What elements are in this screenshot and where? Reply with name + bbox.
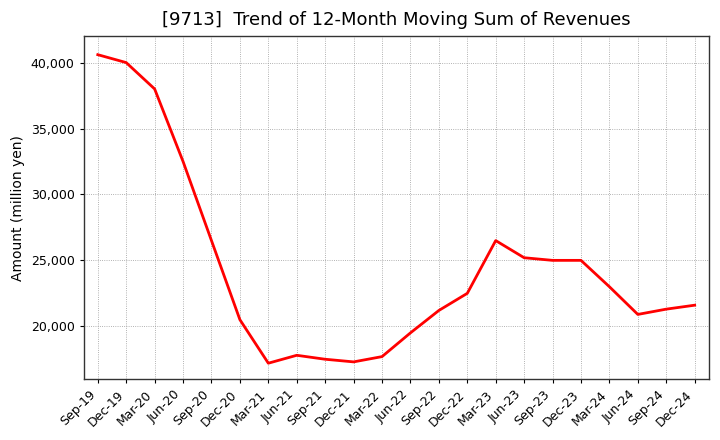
Title: [9713]  Trend of 12-Month Moving Sum of Revenues: [9713] Trend of 12-Month Moving Sum of R…: [162, 11, 631, 29]
Y-axis label: Amount (million yen): Amount (million yen): [11, 135, 25, 281]
